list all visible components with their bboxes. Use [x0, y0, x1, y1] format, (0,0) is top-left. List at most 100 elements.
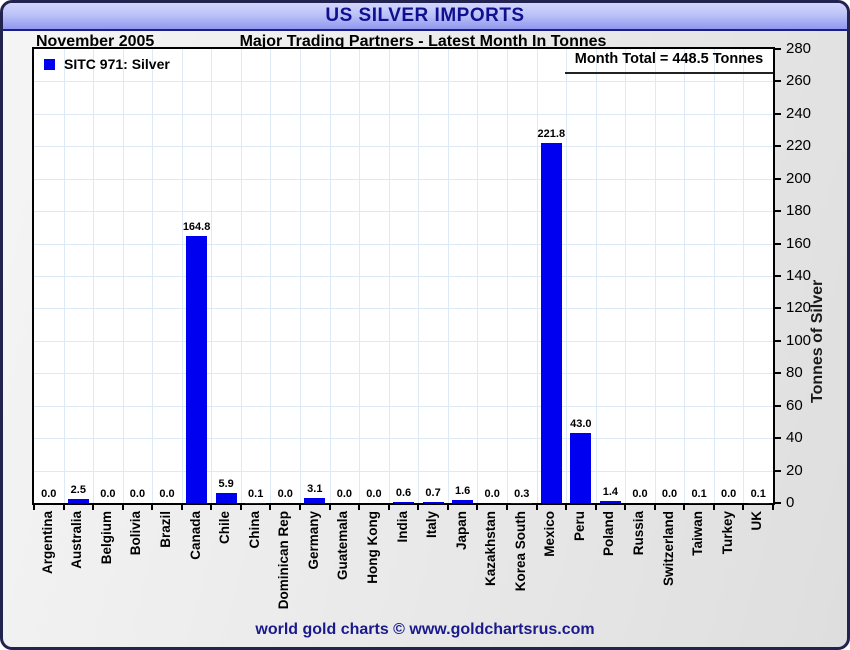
gridline-vertical [181, 49, 183, 503]
bar-canada [186, 235, 208, 503]
x-axis-tick [180, 505, 183, 510]
x-axis-label-guatemala: Guatemala [335, 511, 351, 581]
value-label-canada: 164.8 [182, 220, 211, 233]
gridline-vertical [684, 49, 686, 503]
x-axis-label-korea-south: Korea South [512, 511, 528, 592]
y-axis-tick-label: 260 [786, 72, 812, 90]
x-axis-label-hong-kong: Hong Kong [364, 511, 380, 584]
value-label-bolivia: 0.0 [129, 488, 146, 500]
bar-india [393, 502, 414, 503]
x-axis-label-india: India [394, 511, 410, 543]
gridline-vertical [240, 49, 242, 503]
value-label-germany: 3.1 [307, 482, 323, 495]
x-axis-tick [683, 505, 686, 510]
y-axis-tick [775, 339, 781, 342]
x-axis-label-switzerland: Switzerland [660, 511, 676, 587]
gridline-vertical [329, 49, 331, 503]
gridline-vertical [595, 49, 597, 503]
x-axis-tick [358, 505, 361, 510]
x-axis-label-kazakhstan: Kazakhstan [483, 511, 499, 587]
gridline-horizontal [34, 146, 773, 148]
bar-peru [570, 433, 592, 503]
gridline-vertical [654, 49, 656, 503]
bar-italy [422, 501, 444, 503]
gridline-vertical [388, 49, 390, 503]
gridline-vertical [566, 49, 568, 503]
gridline-vertical [270, 49, 272, 503]
x-axis-tick [712, 505, 715, 510]
x-axis-tick [33, 505, 35, 510]
bar-japan [452, 500, 474, 503]
x-axis-label-germany: Germany [305, 511, 321, 570]
gridline-vertical [743, 49, 745, 503]
x-axis-label-bolivia: Bolivia [128, 511, 144, 556]
legend-swatch-icon [44, 59, 55, 70]
value-label-switzerland: 0.0 [661, 488, 678, 500]
x-axis-tick [505, 505, 508, 510]
y-axis-tick [775, 437, 781, 440]
gridline-vertical [300, 49, 302, 503]
x-axis-label-mexico: Mexico [542, 511, 558, 557]
gridline-vertical [536, 49, 538, 503]
y-axis-tick-label: 40 [786, 429, 803, 447]
y-axis-tick-label: 240 [786, 104, 812, 122]
y-axis-tick [775, 404, 781, 407]
value-label-uk: 0.1 [750, 487, 766, 500]
x-axis-tick [594, 505, 597, 510]
y-axis-tick-label: 80 [786, 364, 803, 382]
gridline-vertical [418, 49, 420, 503]
y-axis-tick [775, 177, 781, 180]
y-axis-tick-label: 0 [786, 494, 795, 511]
gridline-vertical [477, 49, 479, 503]
y-axis-tick [775, 307, 781, 310]
x-axis-label-australia: Australia [69, 511, 85, 569]
value-label-argentina: 0.0 [41, 488, 57, 500]
gridline-horizontal [34, 113, 773, 115]
title-bar: US SILVER IMPORTS [3, 3, 847, 31]
value-label-kazakhstan: 0.0 [484, 488, 500, 500]
gridline-horizontal [34, 373, 773, 375]
y-axis-title: Tonnes of Silver [809, 279, 826, 403]
gridline-vertical [63, 49, 65, 503]
y-axis-tick [775, 112, 781, 115]
x-axis-tick [446, 505, 449, 510]
gridline-vertical [713, 49, 715, 503]
x-axis-tick [328, 505, 331, 510]
chart-subtitle: Major Trading Partners - Latest Month In… [239, 33, 607, 50]
month-total-annotation: Month Total = 448.5 Tonnes [565, 51, 773, 74]
x-axis-tick [62, 505, 65, 510]
y-axis-tick-label: 100 [786, 331, 812, 349]
y-axis-tick-label: 200 [786, 169, 812, 187]
value-label-hong-kong: 0.0 [366, 488, 382, 500]
x-axis-label-taiwan: Taiwan [690, 511, 706, 556]
y-axis-tick [775, 210, 781, 213]
x-axis-tick [535, 505, 538, 510]
x-axis-label-peru: Peru [571, 511, 587, 542]
gridline-horizontal [34, 470, 773, 472]
y-axis-tick-label: 60 [786, 396, 803, 414]
legend-label: SITC 971: Silver [64, 56, 170, 72]
value-label-chile: 5.9 [218, 478, 234, 491]
gridline-vertical [122, 49, 124, 503]
bar-australia [67, 498, 89, 503]
value-label-japan: 1.6 [454, 485, 471, 498]
x-axis-tick [653, 505, 656, 510]
bar-germany [304, 497, 326, 503]
value-label-poland: 1.4 [602, 485, 619, 498]
x-axis-tick [121, 505, 124, 510]
x-axis-label-argentina: Argentina [39, 511, 55, 575]
x-axis-label-turkey: Turkey [719, 511, 735, 555]
x-axis-tick [151, 505, 154, 510]
page-title: US SILVER IMPORTS [325, 5, 525, 26]
gridline-vertical [506, 49, 508, 503]
x-axis-tick [565, 505, 568, 510]
y-axis-tick [775, 80, 781, 83]
value-label-belgium: 0.0 [100, 488, 116, 500]
x-axis-tick [742, 505, 745, 510]
period-label: November 2005 [36, 33, 155, 50]
gridline-horizontal [34, 308, 773, 310]
gridline-horizontal [34, 178, 773, 180]
value-label-taiwan: 0.1 [691, 487, 707, 500]
x-axis-label-belgium: Belgium [98, 511, 114, 565]
